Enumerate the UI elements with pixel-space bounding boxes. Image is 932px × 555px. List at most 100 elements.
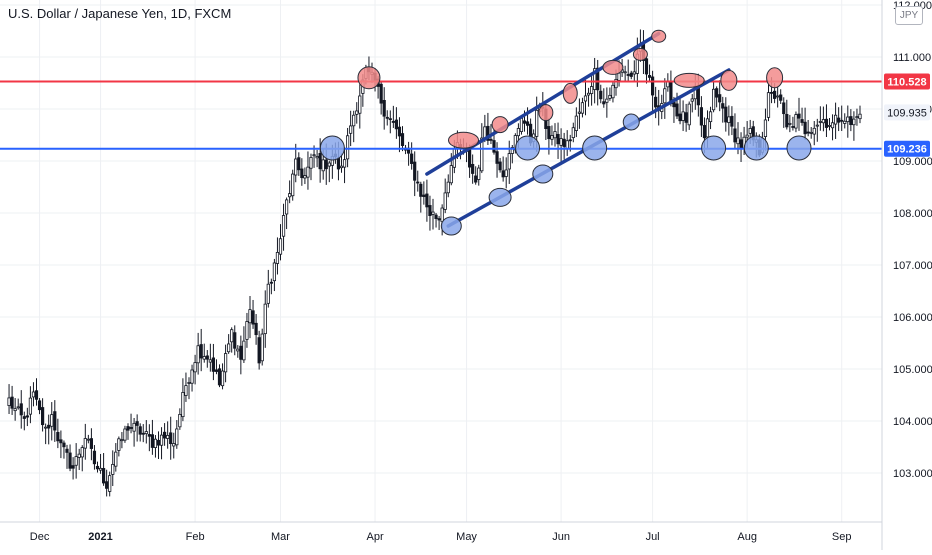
candle-body	[806, 131, 810, 134]
candle-body	[263, 303, 267, 335]
level-price-label: 109.236	[887, 144, 927, 156]
candle-body	[431, 211, 435, 215]
candle-body	[327, 162, 331, 167]
trendline	[425, 31, 661, 176]
candle-body	[812, 127, 816, 135]
candle-body	[651, 76, 655, 96]
candle-body	[580, 102, 585, 114]
candle-body	[10, 396, 14, 409]
candle-body	[211, 357, 215, 372]
current-price-badge	[884, 104, 930, 121]
candle-body	[779, 94, 783, 101]
candle-body	[242, 340, 246, 361]
resistance-touch-marker	[448, 131, 479, 149]
candle-body	[239, 345, 243, 360]
candle-body	[858, 113, 862, 120]
candle-body	[199, 344, 203, 359]
candle-body	[846, 116, 850, 123]
candle-body	[248, 309, 252, 324]
candle-body	[766, 92, 771, 118]
resistance-touch-marker	[673, 72, 705, 88]
candle-body	[830, 122, 835, 129]
candle-body	[397, 126, 402, 137]
candle-body	[821, 119, 826, 124]
y-tick-label: 104.000	[893, 416, 932, 428]
candle-body	[236, 348, 240, 352]
candle-body	[89, 438, 93, 449]
candle-body	[699, 107, 704, 126]
candle-body	[681, 111, 685, 121]
candle-body	[62, 442, 66, 448]
candle-body	[467, 148, 472, 168]
candle-body	[815, 124, 819, 127]
horizontal-levels: 110.528 109.236	[0, 73, 930, 157]
y-tick-label: 103.000	[893, 468, 932, 480]
candle-body	[803, 121, 807, 135]
resistance-touch-marker	[651, 29, 667, 43]
candle-body	[321, 159, 325, 172]
candle-body	[266, 283, 270, 304]
y-tick-label: 109.000	[893, 156, 932, 168]
candle-body	[571, 127, 575, 139]
candle-body	[141, 432, 145, 435]
support-touch-marker	[582, 135, 608, 161]
candle-body	[586, 92, 591, 96]
candle-body	[56, 431, 60, 442]
candle-body	[785, 113, 789, 128]
candle-body	[245, 321, 249, 340]
touch-markers	[319, 29, 812, 236]
candle-body	[105, 481, 109, 489]
candle-body	[44, 426, 48, 429]
candle-body	[123, 428, 127, 441]
candle-body	[184, 385, 188, 396]
x-tick-label: Feb	[186, 531, 205, 543]
candle-body	[773, 90, 777, 99]
candle-body	[187, 382, 191, 384]
candle-body	[77, 453, 81, 458]
candle-body	[13, 408, 17, 412]
candle-body	[379, 83, 383, 104]
candle-body	[181, 392, 185, 418]
candle-body	[477, 167, 481, 180]
resistance-touch-marker	[491, 116, 509, 134]
candle-body	[425, 193, 429, 208]
candle-body	[410, 153, 414, 164]
candle-body	[593, 68, 597, 90]
candle-body	[583, 95, 588, 102]
candle-body	[217, 368, 222, 386]
candle-body	[41, 407, 45, 426]
level-price-badge	[884, 140, 930, 157]
candle-body	[608, 94, 612, 99]
currency-badge[interactable]: JPY	[895, 6, 923, 25]
candle-body	[675, 103, 679, 117]
candle-body	[102, 468, 106, 484]
candle-body	[849, 116, 853, 126]
support-touch-marker	[319, 135, 345, 161]
candle-body	[718, 94, 722, 103]
candle-body	[437, 218, 441, 221]
candle-body	[647, 75, 652, 78]
candle-body	[824, 118, 829, 128]
candle-body	[324, 159, 328, 170]
candle-body	[596, 67, 600, 91]
support-touch-marker	[743, 135, 769, 161]
candle-body	[730, 115, 734, 127]
candle-body	[53, 411, 57, 431]
candle-body	[147, 434, 151, 437]
candle-body	[535, 109, 539, 137]
support-touch-marker	[701, 135, 727, 161]
candle-body	[260, 333, 264, 362]
candle-body	[95, 465, 100, 470]
candle-body	[86, 438, 90, 441]
candle-body	[727, 116, 731, 123]
candle-body	[65, 448, 69, 453]
candle-body	[98, 467, 103, 471]
candle-body	[708, 111, 713, 123]
candle-body	[175, 428, 179, 446]
x-tick-label: Jul	[646, 531, 660, 543]
candle-body	[144, 431, 148, 435]
candle-body	[654, 96, 658, 108]
gridlines	[0, 0, 882, 522]
